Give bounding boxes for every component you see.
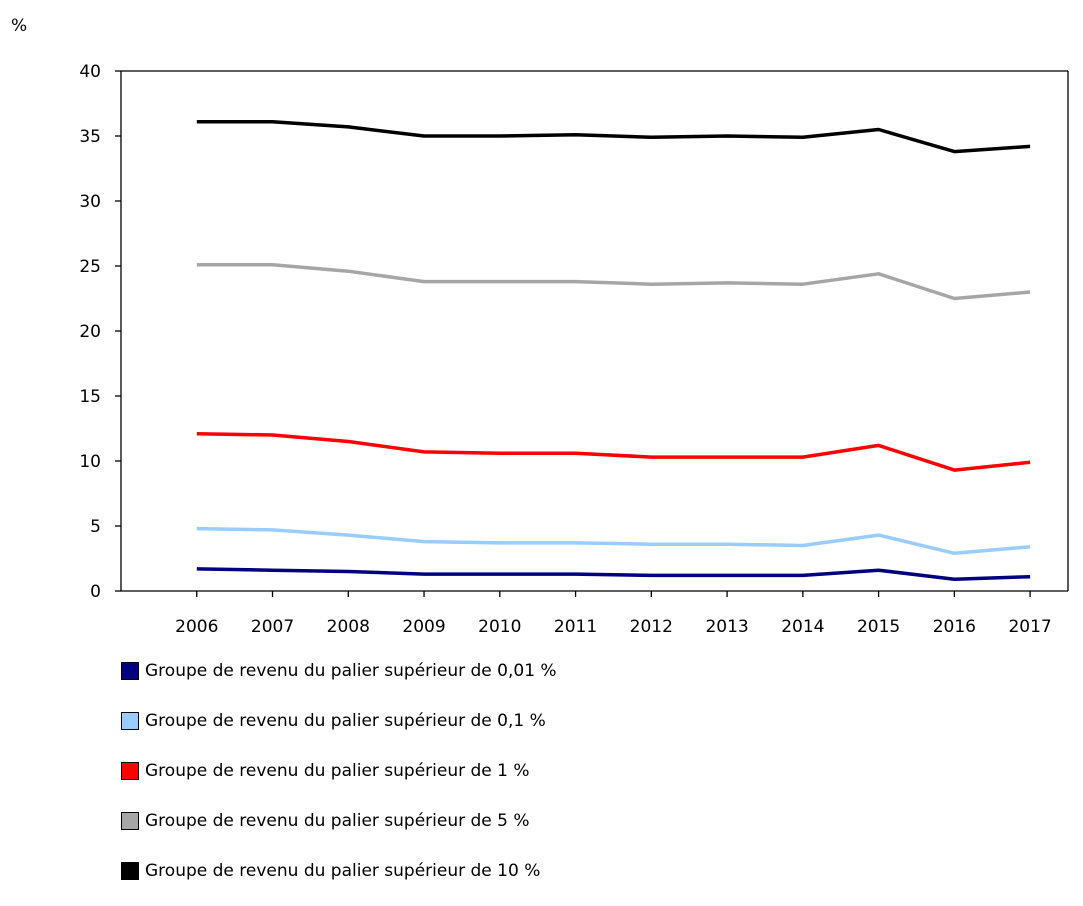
series-line-2 [196, 526, 1031, 556]
legend-label: Groupe de revenu du palier supérieur de … [145, 711, 546, 731]
series-line-1 [196, 567, 1031, 582]
y-axis-ticks: 0 5 10 15 20 25 30 35 40 [79, 62, 121, 602]
x-tick-label: 2013 [705, 617, 748, 637]
legend-label: Groupe de revenu du palier supérieur de … [145, 811, 530, 831]
y-tick-label: 15 [79, 387, 101, 407]
legend-item: Groupe de revenu du palier supérieur de … [121, 656, 557, 706]
y-tick-label: 40 [79, 62, 101, 82]
series-lines [196, 119, 1031, 582]
legend-item: Groupe de revenu du palier supérieur de … [121, 856, 557, 906]
legend-label: Groupe de revenu du palier supérieur de … [145, 761, 530, 781]
series-line-5 [196, 119, 1031, 154]
y-tick-label: 30 [79, 192, 101, 212]
legend-label: Groupe de revenu du palier supérieur de … [145, 661, 557, 681]
y-tick-label: 5 [90, 517, 101, 537]
x-axis-ticks: 2006 2007 2008 2009 2010 2011 2012 2013 2014 2015… [175, 591, 1052, 637]
legend-swatch [121, 812, 139, 830]
legend-swatch [121, 712, 139, 730]
x-tick-label: 2008 [327, 617, 370, 637]
x-tick-label: 2016 [933, 617, 976, 637]
axes [120, 70, 1069, 592]
x-tick-label: 2010 [478, 617, 521, 637]
legend: Groupe de revenu du palier supérieur de … [121, 656, 557, 906]
legend-swatch [121, 862, 139, 880]
y-axis-unit-label: % [11, 16, 27, 36]
legend-swatch [121, 762, 139, 780]
x-tick-label: 2009 [402, 617, 445, 637]
x-tick-label: 2017 [1008, 617, 1051, 637]
x-tick-label: 2006 [175, 617, 218, 637]
legend-item: Groupe de revenu du palier supérieur de … [121, 706, 557, 756]
y-tick-label: 25 [79, 257, 101, 277]
y-tick-label: 35 [79, 127, 101, 147]
y-tick-label: 20 [79, 322, 101, 342]
series-line-3 [196, 431, 1031, 472]
y-tick-label: 10 [79, 452, 101, 472]
x-tick-label: 2011 [554, 617, 597, 637]
x-tick-label: 2007 [251, 617, 294, 637]
series-line-4 [196, 262, 1031, 301]
x-tick-label: 2015 [857, 617, 900, 637]
x-tick-label: 2012 [630, 617, 673, 637]
legend-item: Groupe de revenu du palier supérieur de … [121, 806, 557, 856]
legend-swatch [121, 662, 139, 680]
legend-label: Groupe de revenu du palier supérieur de … [145, 861, 541, 881]
x-tick-label: 2014 [781, 617, 824, 637]
legend-item: Groupe de revenu du palier supérieur de … [121, 756, 557, 806]
y-tick-label: 0 [90, 582, 101, 602]
